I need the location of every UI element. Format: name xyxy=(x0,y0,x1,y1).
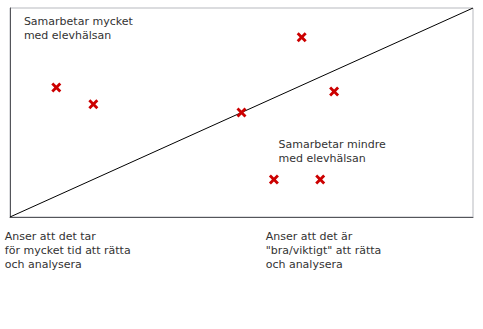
svg-text:och analysera: och analysera xyxy=(5,258,82,271)
svg-text:Samarbetar mindre: Samarbetar mindre xyxy=(279,138,387,151)
svg-text:för mycket tid att rätta: för mycket tid att rätta xyxy=(5,244,131,257)
svg-text:och analysera: och analysera xyxy=(266,258,343,271)
svg-text:"bra/viktigt" att rätta: "bra/viktigt" att rätta xyxy=(266,244,382,257)
svg-text:Anser att det tar: Anser att det tar xyxy=(5,230,96,243)
svg-text:Anser att det är: Anser att det är xyxy=(266,230,353,243)
svg-text:med elevhälsan: med elevhälsan xyxy=(279,152,366,165)
svg-text:med elevhälsan: med elevhälsan xyxy=(24,29,111,42)
svg-text:Samarbetar mycket: Samarbetar mycket xyxy=(24,15,134,28)
